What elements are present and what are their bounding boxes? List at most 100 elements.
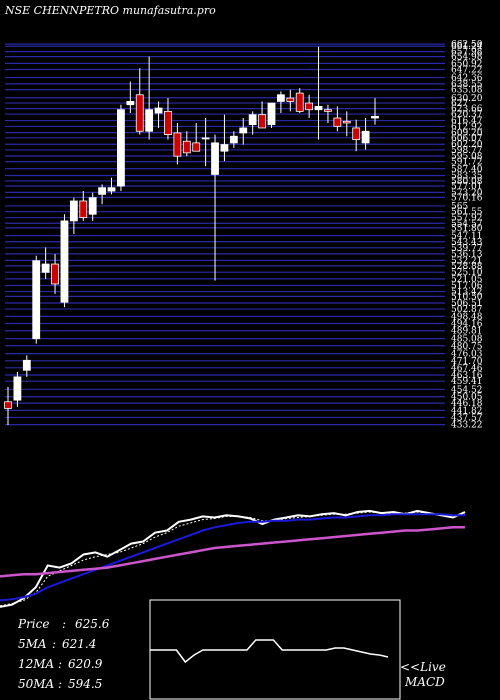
candle-body [258,114,266,129]
svg-text::: : [58,657,62,671]
y-tick-label: 561.55 [451,208,483,218]
y-tick-label: 612.92 [451,122,483,132]
5ma-line [0,511,466,607]
y-tick-label: 623.66 [451,105,483,115]
candle-body [239,127,248,134]
svg-text::: : [62,617,66,631]
ma5-value: 621.4 [62,637,96,651]
y-tick-label: 433.22 [451,421,483,431]
candle-body [220,144,229,152]
y-tick-label: 476.03 [451,350,483,360]
ma12-value: 620.9 [68,657,103,671]
candle-body [135,94,144,132]
candlesticks [4,46,379,426]
y-tick-label: 502.87 [451,305,483,315]
y-tick-label: 506.51 [451,299,483,309]
y-tick-label: 654.98 [451,53,483,63]
candle-body [295,92,304,112]
candle-body [60,220,69,303]
y-tick-label: 543.43 [451,238,483,248]
macd-frame [149,599,401,700]
y-tick-label: 471.70 [451,357,483,367]
y-tick-label: 662.50 [451,40,483,50]
candle-body [69,200,78,222]
candle-body [32,260,41,340]
y-tick-label: 525.10 [451,268,483,278]
y-tick-label: 498.48 [451,312,483,322]
y-tick-label: 661.24 [451,42,483,52]
moving-average-lines [0,509,466,608]
price-label: Price [17,617,49,631]
y-tick-label: 577.01 [451,182,483,192]
12ma-line [0,513,465,602]
candle-body [88,197,97,215]
candle-body [107,187,116,192]
y-tick-label: 459.41 [451,377,483,387]
price-line [0,509,466,608]
candle-body [98,187,107,195]
candle-body [164,110,172,135]
candle-body [201,137,210,140]
candle-body [248,114,257,126]
ma50-value: 594.5 [68,677,102,691]
y-tick-label: 517.06 [451,282,483,292]
candle-body [192,142,201,152]
y-tick-label: 467.46 [451,364,483,374]
y-tick-label: 602.20 [451,140,483,150]
y-tick-label: 627 [451,99,468,109]
y-tick-label: 528.88 [451,262,483,272]
y-tick-label: 446.18 [451,399,483,409]
y-tick-label: 591.72 [451,158,483,168]
candle-body [305,102,314,111]
y-tick-label: 606.07 [451,134,483,144]
y-tick-label: 657.98 [451,48,483,58]
y-tick-label: 510.50 [451,292,483,302]
y-tick-label: 437.57 [451,413,483,423]
candle-body [342,120,351,124]
candle-body [117,109,125,187]
y-tick-label: 642.36 [451,74,483,84]
y-tick-label: 565 [451,202,468,212]
candle-body [51,263,59,285]
candle-body [145,109,154,132]
stats-block: Price : 625.6 5MA : 621.4 12MA : 620.9 5… [17,617,110,691]
candle-body [182,140,191,154]
y-tick-label: 616.47 [451,117,483,127]
y-tick-label: 454.52 [451,385,483,395]
y-tick-label: 620.37 [451,110,483,120]
candle-body [229,135,238,144]
y-tick-label: 595.08 [451,152,483,162]
y-tick-label: 489.81 [451,327,483,337]
y-tick-label: 583.35 [451,172,483,182]
y-tick-label: 598.77 [451,146,483,156]
y-tick-label: 494.16 [451,320,483,330]
candle-body [352,127,361,140]
ma50-label: 50MA [18,677,55,691]
candle-body [371,115,379,119]
candle-body [22,359,31,371]
y-tick-label: 521.05 [451,275,483,285]
y-tick-label: 635.08 [451,86,483,96]
candle-body [126,101,135,106]
price-value: 625.6 [75,617,110,631]
y-tick-label: 587.40 [451,165,483,175]
macd-label: MACD [404,675,445,689]
candle-body [173,132,182,157]
candle-body [333,117,342,127]
price-gridlines [5,43,445,426]
ma5-label: 5MA [18,637,47,651]
candle-body [276,94,285,102]
y-tick-label: 480.75 [451,342,483,352]
y-tick-label: 551.80 [451,224,483,234]
y-tick-label: 630.20 [451,94,483,104]
y-tick-label: 485.08 [451,335,483,345]
y-tick-label: 638.55 [451,80,483,90]
y-tick-label: 450.05 [451,393,483,403]
macd-panel [149,599,401,700]
svg-text::: : [58,677,62,691]
y-tick-label: 532.21 [451,256,483,266]
live-label: <<Live [400,660,446,674]
candle-body [4,401,12,409]
